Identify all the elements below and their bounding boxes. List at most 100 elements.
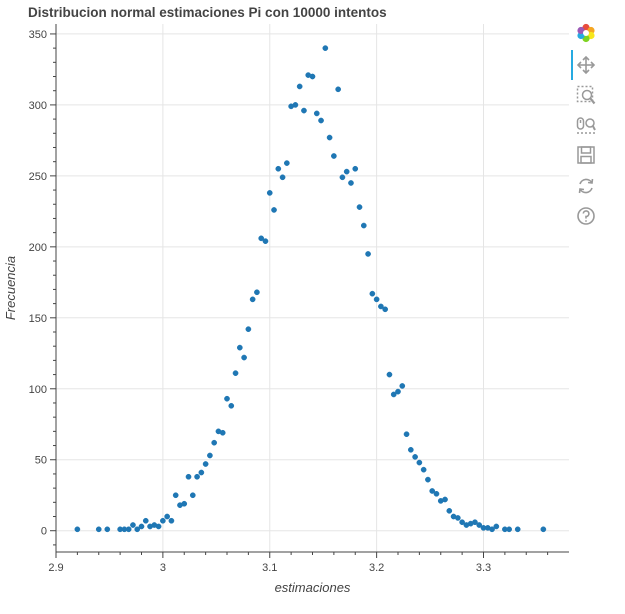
data-point [318,117,324,124]
data-point [382,306,389,313]
data-point [331,153,337,159]
data-point [326,134,333,141]
data-point [168,517,175,524]
data-point [232,370,239,377]
data-point [339,174,346,181]
data-point [373,296,380,303]
data-point [104,526,111,533]
y-tick-label: 0 [41,526,47,538]
reset-icon[interactable] [575,175,597,197]
data-point [189,492,196,499]
data-point [540,526,547,533]
y-tick-label: 250 [29,171,47,183]
data-point [164,513,170,520]
x-tick-label: 3.3 [476,562,491,574]
data-point [219,429,226,436]
x-axis-label: estimaciones [275,580,351,595]
data-point [228,402,235,409]
data-point [155,523,162,530]
data-point [365,251,371,257]
data-point [194,473,200,480]
pan-icon[interactable] [575,54,597,76]
data-point [292,102,299,108]
data-point [198,469,205,476]
data-point [472,519,478,526]
data-point [207,452,213,459]
data-point [236,344,243,351]
data-point [348,180,354,186]
data-point [142,517,149,524]
data-point [356,204,363,210]
y-tick-label: 50 [35,455,47,467]
data-point [284,160,290,166]
data-point [138,523,145,530]
data-point [395,388,401,395]
data-point [352,165,359,172]
y-tick-label: 150 [29,313,47,325]
data-point [425,476,431,483]
data-point [390,391,397,398]
data-point [185,473,192,480]
data-point [407,446,414,453]
data-point [258,235,265,242]
data-point [254,289,260,296]
data-point [429,488,436,494]
data-point [130,522,136,528]
data-point [360,222,367,229]
data-point [399,383,406,389]
data-point [95,526,102,533]
y-tick-label: 300 [29,100,47,112]
box-zoom-icon[interactable] [575,84,597,106]
y-tick-label: 350 [29,29,47,41]
data-point [476,522,483,528]
data-point [403,431,410,438]
data-point [313,110,320,117]
x-tick-label: 3 [160,562,166,574]
x-tick-label: 3.1 [262,562,277,574]
wheel-zoom-icon[interactable] [575,114,597,136]
data-point [301,107,307,114]
data-point [224,395,230,402]
data-point [202,461,209,467]
bokeh-logo-icon[interactable] [575,22,597,44]
data-point [412,454,418,460]
data-point [514,526,521,533]
x-tick-label: 3.2 [369,562,384,574]
data-point [378,303,384,310]
data-point [386,371,393,378]
data-point [125,526,132,533]
data-point [275,165,282,172]
y-tick-label: 200 [29,242,47,254]
data-point [249,296,256,303]
data-point [433,490,440,497]
data-point [211,439,218,446]
active-tool-indicator [571,50,573,80]
data-point [279,174,286,181]
data-point [489,526,495,533]
data-point [74,526,81,533]
data-point [446,507,453,514]
data-point [455,515,461,521]
data-point [181,500,188,507]
axes: 2.9 3 3.1 3.2 3.3 0 50 100 150 200 250 300 350 [29,24,569,574]
chart-title: Distribucion normal estimaciones Pi con … [28,5,387,20]
grid [55,24,569,552]
data-point [172,492,179,499]
data-point [343,168,350,175]
help-icon[interactable] [575,205,597,227]
data-point [442,496,448,503]
x-tick-label: 2.9 [48,562,63,574]
y-tick-label: 100 [29,384,47,396]
data-point [459,519,465,526]
save-icon[interactable] [575,144,597,166]
data-point [134,526,141,533]
data-point [262,238,269,245]
data-point [335,86,341,93]
y-axis-label: Frecuencia [3,256,18,320]
data-points [74,45,547,533]
data-point [296,83,303,90]
data-point [322,45,329,51]
data-point [241,354,247,361]
data-point [271,207,277,213]
